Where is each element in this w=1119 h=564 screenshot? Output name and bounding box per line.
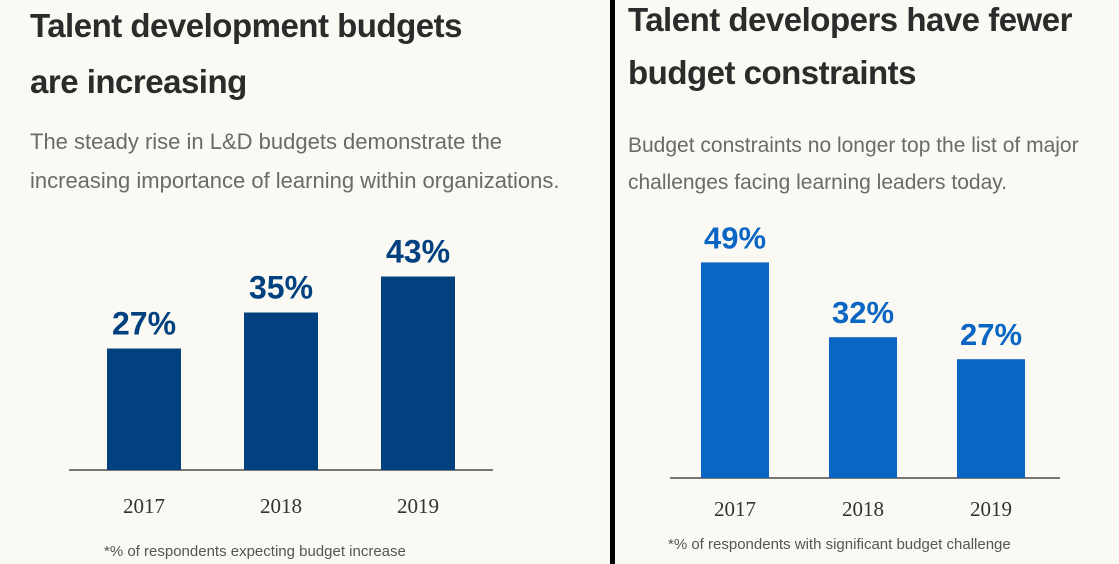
right-tick-label-2019: 2019 [970,497,1012,521]
right-tick-label-2017: 2017 [714,497,756,521]
right-subtitle-line-2: challenges facing learning leaders today… [628,171,1008,194]
left-data-label-2017: 27% [112,306,176,342]
left-bar-2017 [107,348,181,470]
right-bar-2019 [957,359,1025,478]
right-data-label-2017: 49% [704,220,766,255]
right-title-line-1: Talent developers have fewer [628,1,1072,38]
left-tick-label-2017: 2017 [123,494,165,518]
right-footnote: *% of respondents with significant budge… [668,536,1011,553]
left-data-label-2019: 43% [386,234,450,270]
left-subtitle-line-2: increasing importance of learning within… [30,168,560,193]
left-tick-label-2019: 2019 [397,494,439,518]
left-panel: Talent development budgets are increasin… [30,7,560,560]
right-bar-chart: 49% 2017 32% 2018 27% 2019 [670,220,1060,521]
right-bar-2018 [829,337,897,478]
right-bar-2017 [701,262,769,478]
left-data-label-2018: 35% [249,270,313,306]
left-subtitle-line-1: The steady rise in L&D budgets demonstra… [30,129,503,154]
right-data-label-2019: 27% [960,317,1022,352]
left-tick-label-2018: 2018 [260,494,302,518]
right-title-line-2: budget constraints [628,54,917,91]
left-bar-chart: 27% 2017 35% 2018 43% 2019 [69,234,493,518]
left-footnote: *% of respondents expecting budget incre… [104,543,406,560]
left-bar-2018 [244,312,318,470]
left-bar-2019 [381,276,455,470]
left-title-line-1: Talent development budgets [30,7,462,44]
right-data-label-2018: 32% [832,295,894,330]
right-subtitle-line-1: Budget constraints no longer top the lis… [628,134,1079,157]
right-panel: Talent developers have fewer budget cons… [616,0,1119,564]
panel-divider [610,0,615,564]
left-title-line-2: are increasing [30,63,247,100]
right-tick-label-2018: 2018 [842,497,884,521]
